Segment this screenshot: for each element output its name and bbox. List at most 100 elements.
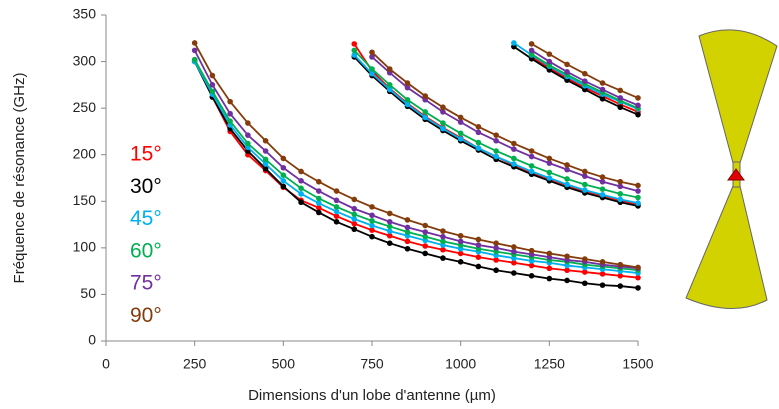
data-point	[475, 123, 482, 130]
data-point	[404, 224, 411, 231]
data-point	[582, 269, 588, 275]
data-point	[369, 222, 375, 229]
data-point	[635, 194, 641, 201]
data-point	[475, 254, 482, 260]
data-point	[582, 280, 588, 287]
data-point	[333, 208, 340, 215]
y-tick-label: 300	[73, 52, 97, 68]
data-point	[262, 161, 269, 167]
data-point	[262, 156, 269, 163]
x-tick-label: 1500	[622, 356, 653, 372]
data-point	[369, 227, 375, 233]
data-point	[280, 172, 287, 179]
data-point	[386, 82, 393, 88]
data-point	[564, 181, 570, 188]
data-point	[316, 200, 322, 206]
data-point	[440, 228, 446, 234]
data-point	[635, 95, 641, 101]
data-point	[227, 98, 233, 105]
data-point	[209, 82, 216, 88]
series-line	[371, 51, 639, 187]
data-point	[351, 52, 358, 58]
data-point	[546, 250, 553, 257]
data-point	[528, 41, 535, 47]
legend-label: 60°	[130, 239, 162, 262]
data-point	[262, 165, 269, 172]
data-point	[546, 265, 553, 272]
data-point	[599, 178, 606, 185]
data-point	[475, 145, 482, 151]
y-tick-label: 100	[73, 239, 97, 255]
data-point	[546, 169, 553, 176]
x-tick-label: 1250	[534, 356, 565, 372]
data-point	[386, 240, 393, 246]
data-point	[582, 256, 588, 262]
data-point	[369, 212, 375, 219]
data-point	[298, 199, 304, 206]
data-point	[386, 86, 393, 93]
data-point	[635, 200, 641, 206]
data-point	[351, 47, 358, 54]
data-point	[333, 188, 340, 194]
data-point	[582, 173, 588, 179]
data-point	[351, 216, 358, 222]
data-point	[369, 54, 375, 60]
series-line	[193, 59, 639, 279]
data-point	[475, 242, 482, 248]
antenna-lobe	[698, 29, 778, 164]
data-point	[422, 222, 429, 229]
data-point	[440, 104, 446, 111]
data-point	[617, 95, 624, 101]
data-point	[635, 102, 641, 109]
y-tick-label: 0	[88, 332, 96, 348]
data-point	[617, 191, 624, 197]
data-point	[404, 80, 411, 86]
data-point	[440, 255, 446, 261]
data-point	[582, 187, 588, 193]
data-point	[511, 155, 517, 162]
data-point	[511, 244, 517, 250]
data-point	[511, 146, 517, 152]
data-point	[457, 232, 464, 239]
data-point	[316, 195, 322, 202]
data-point	[351, 196, 358, 203]
data-point	[564, 162, 570, 168]
data-point	[617, 261, 624, 268]
data-point	[617, 196, 624, 203]
data-point	[475, 263, 482, 270]
data-point	[617, 104, 624, 111]
data-point	[564, 267, 570, 274]
data-point	[369, 233, 375, 240]
data-point	[404, 84, 411, 91]
data-point	[316, 205, 322, 211]
data-point	[457, 130, 464, 137]
data-point	[404, 96, 411, 103]
data-point	[564, 253, 570, 260]
data-point	[422, 109, 429, 115]
data-point	[262, 148, 269, 154]
data-point	[599, 96, 606, 102]
data-point	[528, 247, 535, 254]
data-point	[440, 125, 446, 132]
data-point	[298, 191, 304, 197]
data-point	[457, 259, 464, 265]
data-point	[191, 56, 198, 63]
data-point	[617, 178, 624, 185]
data-point	[546, 160, 553, 166]
data-point	[511, 248, 517, 255]
data-point	[599, 259, 606, 265]
data-point	[227, 118, 233, 124]
data-point	[404, 245, 411, 252]
data-point	[316, 209, 322, 216]
data-point	[422, 233, 429, 240]
y-tick-label: 200	[73, 145, 97, 161]
data-point	[635, 182, 641, 189]
data-point	[404, 217, 411, 223]
legend-label: 90°	[130, 304, 162, 327]
data-point	[245, 120, 251, 126]
data-point	[599, 282, 606, 288]
data-point	[511, 40, 517, 46]
data-point	[457, 114, 464, 121]
y-axis-title: Fréquence de résonance (GHz)	[11, 73, 28, 284]
data-point	[262, 137, 269, 144]
